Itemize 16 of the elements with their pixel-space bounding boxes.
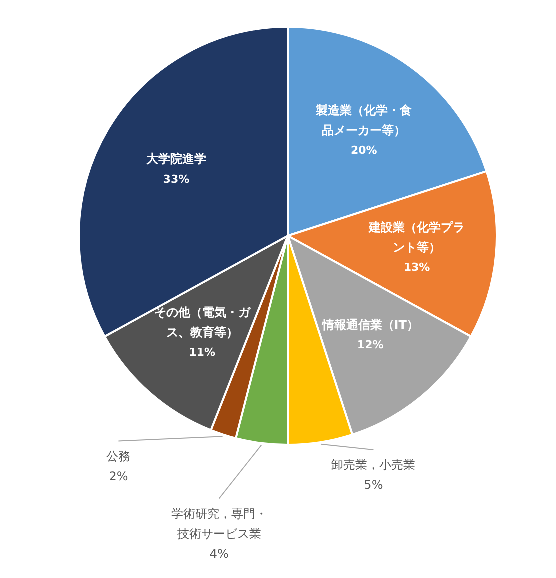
data-label: 2% bbox=[109, 469, 128, 484]
slice-label: 情報通信業（IT） bbox=[321, 318, 419, 332]
data-label: 13% bbox=[404, 261, 430, 274]
data-label: 4% bbox=[210, 546, 229, 561]
data-label: 33% bbox=[163, 172, 190, 186]
slice-label: 卸売業，小売業 bbox=[332, 458, 416, 472]
data-label: 20% bbox=[350, 144, 378, 158]
slice-label: 大学院進学 bbox=[146, 152, 206, 166]
data-label: 5% bbox=[364, 478, 384, 492]
data-label: 11% bbox=[189, 346, 216, 360]
slice-label: 建設業（化学プラント等） bbox=[368, 220, 466, 254]
slice-label: その他（電気・ガス、教育等） bbox=[154, 305, 252, 340]
slice-label: 製造業（化学・食品メーカー等） bbox=[315, 103, 412, 138]
data-label: 12% bbox=[357, 338, 384, 352]
slice-label: 学術研究，専門・技術サービス業 bbox=[171, 506, 268, 541]
slice-label: 公務 bbox=[106, 449, 131, 464]
